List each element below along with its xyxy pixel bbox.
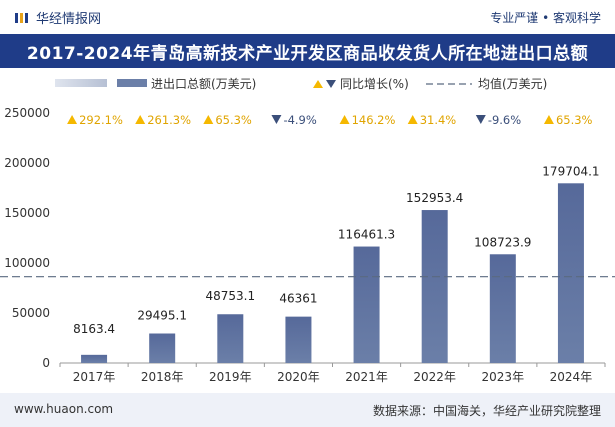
bar <box>353 246 380 363</box>
bar-value-label: 179704.1 <box>542 164 599 178</box>
brand-logo-icon <box>15 12 28 23</box>
website-link[interactable]: www.huaon.com <box>14 402 114 416</box>
growth-down-triangle-icon <box>475 115 486 124</box>
bar-value-label: 108723.9 <box>474 235 531 249</box>
x-tick-label: 2023年 <box>482 370 525 384</box>
legend-blank-swatch <box>55 79 107 87</box>
bar <box>421 210 448 363</box>
growth-label: 261.3% <box>147 113 191 127</box>
footer-bar: www.huaon.com 数据来源：中国海关，华经产业研究院整理 <box>0 393 615 427</box>
chart-title-bar: 2017-2024年青岛高新技术产业开发区商品收发货人所在地进出口总额 <box>0 34 615 68</box>
growth-up-triangle-icon <box>339 115 350 124</box>
growth-up-triangle-icon <box>203 115 214 124</box>
growth-label: 146.2% <box>352 113 396 127</box>
growth-up-triangle-icon <box>67 115 78 124</box>
legend-up-triangle-icon <box>313 80 323 88</box>
growth-label: -4.9% <box>283 113 316 127</box>
growth-label: -9.6% <box>488 113 521 127</box>
brand-tagline: 专业严谨 • 客观科学 <box>490 11 601 25</box>
y-tick-label: 250000 <box>4 106 50 120</box>
bar-value-label: 116461.3 <box>338 228 395 242</box>
bar <box>285 316 312 363</box>
legend-bar-label: 进出口总额(万美元) <box>151 77 256 91</box>
chart-title: 2017-2024年青岛高新技术产业开发区商品收发货人所在地进出口总额 <box>26 43 589 64</box>
growth-up-triangle-icon <box>407 115 418 124</box>
bar-value-label: 29495.1 <box>137 309 187 323</box>
x-tick-label: 2019年 <box>209 370 252 384</box>
y-tick-label: 150000 <box>4 206 50 220</box>
legend-average-label: 均值(万美元) <box>478 76 547 91</box>
bar-chart: 进出口总额(万美元) 同比增长(%) 均值(万美元) 0 50000 100000 1500… <box>0 76 615 384</box>
bar <box>489 254 516 363</box>
y-tick-label: 50000 <box>12 306 50 320</box>
legend-growth-label: 同比增长(%) <box>340 77 409 91</box>
growth-up-triangle-icon <box>543 115 554 124</box>
bar-value-label: 8163.4 <box>73 322 115 336</box>
bar-value-label: 152953.4 <box>406 191 463 205</box>
growth-label: 65.3% <box>215 113 252 127</box>
growth-up-triangle-icon <box>135 115 146 124</box>
x-tick-label: 2024年 <box>550 370 593 384</box>
growth-label: 292.1% <box>79 113 123 127</box>
brand: 华经情报网 <box>14 8 101 27</box>
growth-label: 65.3% <box>556 113 593 127</box>
y-tick-label: 200000 <box>4 156 50 170</box>
data-source: 数据来源：中国海关，华经产业研究院整理 <box>372 404 601 418</box>
top-bar: 华经情报网 专业严谨 • 客观科学 <box>0 0 615 34</box>
y-tick-label: 100000 <box>4 256 50 270</box>
bar-value-label: 48753.1 <box>206 289 256 303</box>
x-tick-label: 2022年 <box>413 370 456 384</box>
bar <box>149 333 176 363</box>
bar <box>557 183 584 363</box>
growth-label: 31.4% <box>420 113 457 127</box>
brand-name: 华经情报网 <box>36 12 102 27</box>
x-tick-label: 2018年 <box>141 370 184 384</box>
bar-value-label: 46361 <box>279 292 317 306</box>
growth-down-triangle-icon <box>271 115 282 124</box>
legend-bar-swatch <box>117 79 147 87</box>
y-tick-label: 0 <box>42 356 50 370</box>
x-tick-label: 2017年 <box>73 370 116 384</box>
x-tick-label: 2021年 <box>345 370 388 384</box>
legend-down-triangle-icon <box>326 80 336 88</box>
bar <box>81 354 108 363</box>
x-tick-label: 2020年 <box>277 370 320 384</box>
bar <box>217 314 244 363</box>
